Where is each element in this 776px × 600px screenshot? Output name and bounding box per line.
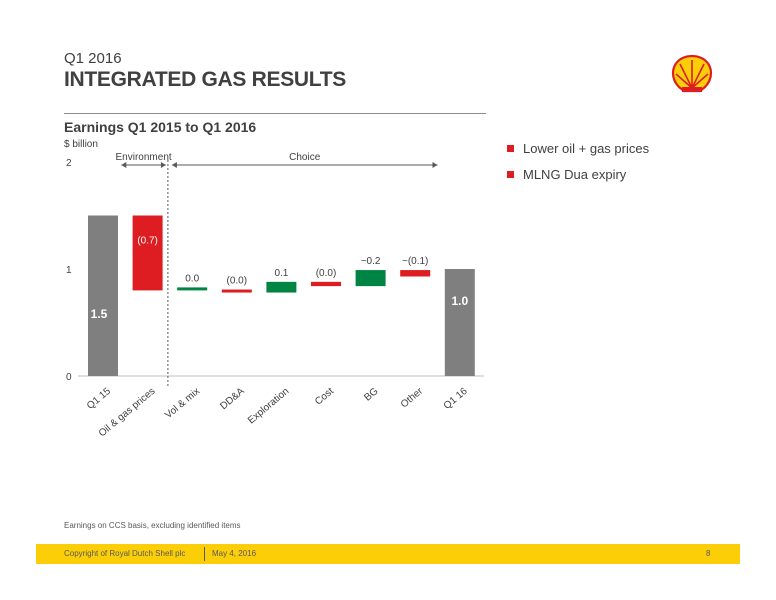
data-label: 1.5 [91,307,108,321]
legend-item: Lower oil + gas prices [507,136,649,160]
waterfall-bar [311,281,341,287]
y-tick-label: 2 [66,158,72,169]
waterfall-bar [266,281,297,293]
data-label: 1.0 [451,294,468,308]
chart-title: Earnings Q1 2015 to Q1 2016 [64,119,257,135]
footer-bar: Copyright of Royal Dutch Shell plc May 4… [36,544,740,564]
waterfall-bar [221,289,252,293]
legend-swatch [507,170,514,178]
footer-separator [204,547,205,561]
data-label: 0.0 [185,273,199,284]
legend-label: MLNG Dua expiry [523,166,627,182]
title-divider [64,113,486,114]
slide-title: INTEGRATED GAS RESULTS [64,68,346,91]
data-label: 0.1 [274,268,288,279]
data-label: (0.7) [137,236,158,247]
footer-copyright: Copyright of Royal Dutch Shell plc [64,549,186,558]
waterfall-bar [177,287,208,291]
bracket-arrow-right [432,162,438,168]
slide-subtitle: Q1 2016 [64,50,122,67]
y-tick-label: 0 [66,372,72,383]
waterfall-bar [355,270,386,287]
data-label: ~(0.1) [402,256,428,267]
waterfall-bar [400,270,431,277]
legend: Lower oil + gas prices MLNG Dua expiry [507,136,649,188]
legend-item: MLNG Dua expiry [507,162,649,186]
bracket-label: Choice [289,152,321,163]
x-tick-label: Cost [313,386,336,408]
bracket-label: Environment [116,152,172,163]
y-unit-label: $ billion [64,139,98,150]
bracket-arrow-left [171,162,177,168]
data-label: ~0.2 [361,256,381,267]
shell-logo-icon [671,54,713,93]
x-tick-label: DD&A [218,386,247,412]
footnote: Earnings on CCS basis, excluding identif… [64,521,241,530]
bracket-arrow-right [160,162,166,168]
waterfall-bar [88,215,118,376]
x-tick-label: Exploration [246,386,291,427]
x-tick-label: Q1 15 [85,386,113,412]
page-number: 8 [706,549,711,558]
x-tick-label: Other [399,385,426,410]
waterfall-bar [444,269,475,376]
bracket-arrow-left [121,162,127,168]
y-tick-label: 1 [66,265,72,276]
x-tick-label: BG [362,386,380,404]
x-tick-label: Q1 16 [442,386,470,412]
footer-date: May 4, 2016 [212,549,257,558]
x-tick-label: Vol & mix [163,386,202,421]
data-label: (0.0) [316,268,337,279]
data-label: (0.0) [227,276,248,287]
legend-swatch [507,144,514,152]
waterfall-bar [132,215,163,291]
legend-label: Lower oil + gas prices [523,140,650,156]
